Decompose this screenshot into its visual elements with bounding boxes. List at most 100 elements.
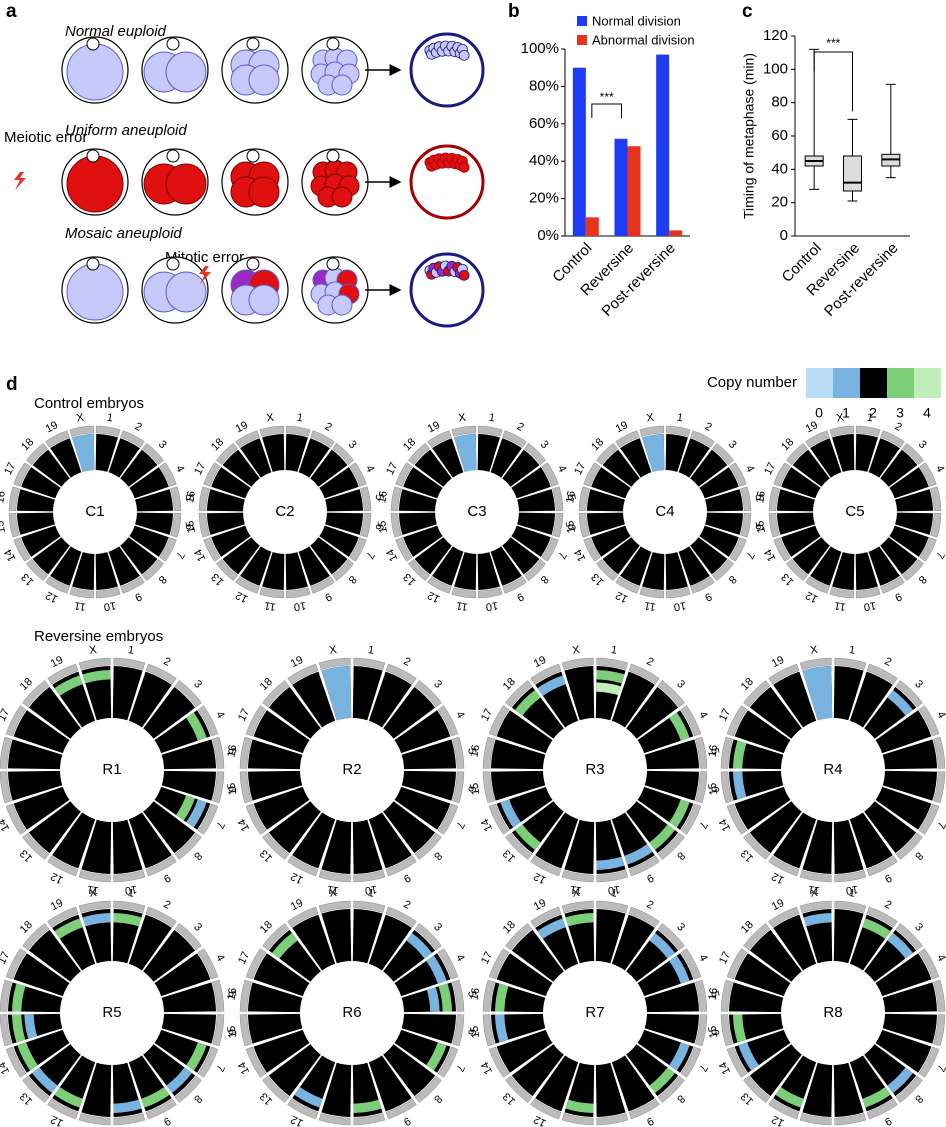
embryo-label: R8 xyxy=(823,1004,842,1021)
ideogram xyxy=(488,803,510,835)
ideogram xyxy=(120,576,145,594)
cnv-segment xyxy=(17,1042,38,1071)
cnv-segment xyxy=(186,1042,207,1071)
ideogram xyxy=(768,855,800,877)
ideogram xyxy=(729,537,747,562)
ideogram xyxy=(596,900,629,913)
polar-body xyxy=(326,257,340,271)
ideogram xyxy=(69,425,94,437)
chromosome-sector xyxy=(644,982,699,1013)
ideogram xyxy=(578,513,590,538)
chromosome-sector xyxy=(734,710,791,754)
chromosome-label: 7 xyxy=(696,1063,709,1074)
chromosome-label: 18 xyxy=(209,436,226,453)
ideogram xyxy=(13,537,31,562)
chromosome-sector xyxy=(802,819,833,874)
cnv-segment xyxy=(775,1087,804,1108)
chromosome-sector xyxy=(262,552,285,590)
chromosome-label: 17 xyxy=(717,707,733,723)
cnv-segment xyxy=(54,1087,83,1108)
cnv-segment xyxy=(733,740,747,769)
chromosome-label: 5 xyxy=(465,747,478,755)
ideogram xyxy=(96,587,121,599)
chromosome-sector xyxy=(352,666,383,721)
chromosome-sector xyxy=(129,467,169,499)
chromosome-label: 17 xyxy=(2,461,18,477)
chromosome-label: 5 xyxy=(465,990,478,998)
chromosome-label: 4 xyxy=(696,953,709,964)
chromosome-sector xyxy=(17,489,55,512)
chromosome-sector xyxy=(285,434,308,472)
chromosome-sector xyxy=(875,786,932,830)
ideogram xyxy=(203,537,221,562)
chromosome-label: 19 xyxy=(289,654,305,670)
chromosome-label: 13 xyxy=(739,1090,756,1107)
y-tick-label: 20% xyxy=(529,190,559,207)
chromosome-sector xyxy=(882,982,937,1013)
chromosome-label: 14 xyxy=(572,547,588,563)
chromosome-label: 7 xyxy=(933,550,946,561)
ideogram xyxy=(895,680,923,708)
embryo-label: R5 xyxy=(102,1004,121,1021)
chromosome-label: 6 xyxy=(565,523,578,531)
embryo-label: R1 xyxy=(102,761,121,778)
chromosome-label: 9 xyxy=(645,1114,656,1127)
chromosome-label: 14 xyxy=(762,547,778,563)
chromosome-sector xyxy=(611,914,655,971)
cnv-segment xyxy=(738,1042,759,1071)
y-tick-label: 40 xyxy=(771,160,788,177)
chromosome-label: 13 xyxy=(501,847,518,864)
ideogram xyxy=(502,576,527,594)
chromosome-sector xyxy=(665,434,688,472)
chromosome-sector xyxy=(383,801,436,854)
chromosome-sector xyxy=(17,512,55,535)
blastomere xyxy=(248,64,280,96)
chromosome-sector xyxy=(875,710,932,754)
chromosome-label: 6 xyxy=(225,1028,238,1036)
cnv-segment xyxy=(353,1099,382,1113)
chromosome-sector xyxy=(414,449,452,487)
chromosome-sector xyxy=(833,909,864,964)
icm-cell xyxy=(458,269,470,281)
blastomere xyxy=(66,155,124,213)
blastomere xyxy=(248,284,280,316)
chromosome-label: 6 xyxy=(465,785,478,793)
chromosome-sector xyxy=(248,770,303,801)
chromosome-label: 3 xyxy=(916,438,929,451)
chromosome-label: 15 xyxy=(707,782,721,796)
chromosome-label: 19 xyxy=(532,897,548,913)
ideogram xyxy=(159,537,177,562)
chromosome-label: 7 xyxy=(934,1063,946,1074)
chromosome-sector xyxy=(477,434,500,472)
cnv-segment xyxy=(272,933,298,959)
chromosome-label: 18 xyxy=(18,919,35,936)
chromosome-sector xyxy=(32,537,70,575)
chromosome-label: 3 xyxy=(912,921,925,934)
chromosome-sector xyxy=(491,770,546,801)
ideogram xyxy=(866,855,898,877)
cnv-segment xyxy=(733,771,747,800)
chromosome-sector xyxy=(895,489,933,512)
ideogram xyxy=(726,705,748,737)
panel-letter: b xyxy=(508,1,520,22)
ideogram xyxy=(235,576,260,594)
chromosome-label: 19 xyxy=(289,897,305,913)
ideogram xyxy=(239,979,252,1012)
chromosome-sector xyxy=(13,953,70,997)
ideogram xyxy=(743,923,771,951)
ideogram xyxy=(785,559,808,582)
chromosome-label: X xyxy=(458,411,468,424)
chromosome-label: 2 xyxy=(162,898,173,911)
ideogram xyxy=(834,900,867,913)
annotation: *** xyxy=(600,90,614,104)
ideogram xyxy=(799,870,832,883)
chromosome-sector xyxy=(591,467,631,499)
chromosome-sector xyxy=(207,489,245,512)
chromosome-sector xyxy=(777,489,815,512)
chromosome-label: 1 xyxy=(848,887,856,900)
chromosome-sector xyxy=(401,770,456,801)
chromosome-sector xyxy=(253,1029,310,1073)
blastomere xyxy=(331,74,353,96)
chromosome-sector xyxy=(143,929,196,982)
chromosome-sector xyxy=(32,449,70,487)
